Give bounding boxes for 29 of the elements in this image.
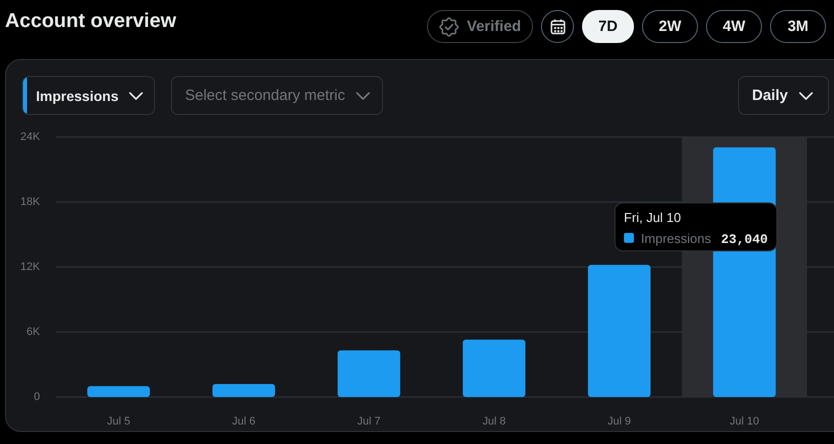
x-tick-label: Jul 9	[608, 416, 631, 428]
x-tick-label: Jul 10	[730, 416, 760, 428]
y-tick-label: 6K	[26, 326, 41, 338]
chart-title: Account overview	[5, 9, 176, 34]
metric-dropdown[interactable]: Select secondary metric	[171, 76, 383, 115]
period-button[interactable]: 2W	[642, 10, 698, 43]
period-button[interactable]: 4W	[706, 10, 762, 43]
bar	[87, 386, 150, 397]
x-tick-label: Jul 7	[357, 416, 381, 428]
period-button[interactable]: 3M	[770, 10, 826, 43]
legend-label: Impressions	[640, 230, 712, 246]
y-tick-label: 24K	[20, 131, 41, 144]
calendar-button[interactable]	[541, 10, 574, 43]
interval-dropdown[interactable]: Daily	[738, 76, 829, 115]
bar	[588, 264, 651, 397]
x-tick-label: Jul 8	[482, 416, 506, 428]
y-tick-label: 12K	[20, 261, 41, 274]
y-tick-label: 18K	[20, 196, 41, 208]
annotation: Fri, Jul 10	[624, 210, 682, 225]
data-label: 23,040	[721, 232, 768, 247]
y-tick-label: 0	[34, 391, 40, 404]
x-tick-label: Jul 5	[106, 416, 130, 428]
period-button[interactable]: 7D	[582, 10, 634, 43]
bar	[338, 350, 400, 397]
verified-button[interactable]: Verified	[427, 10, 533, 43]
bar	[212, 384, 276, 397]
bar	[462, 340, 526, 397]
metric-dropdown[interactable]: Impressions	[22, 76, 155, 115]
x-tick-label: Jul 6	[232, 416, 256, 428]
